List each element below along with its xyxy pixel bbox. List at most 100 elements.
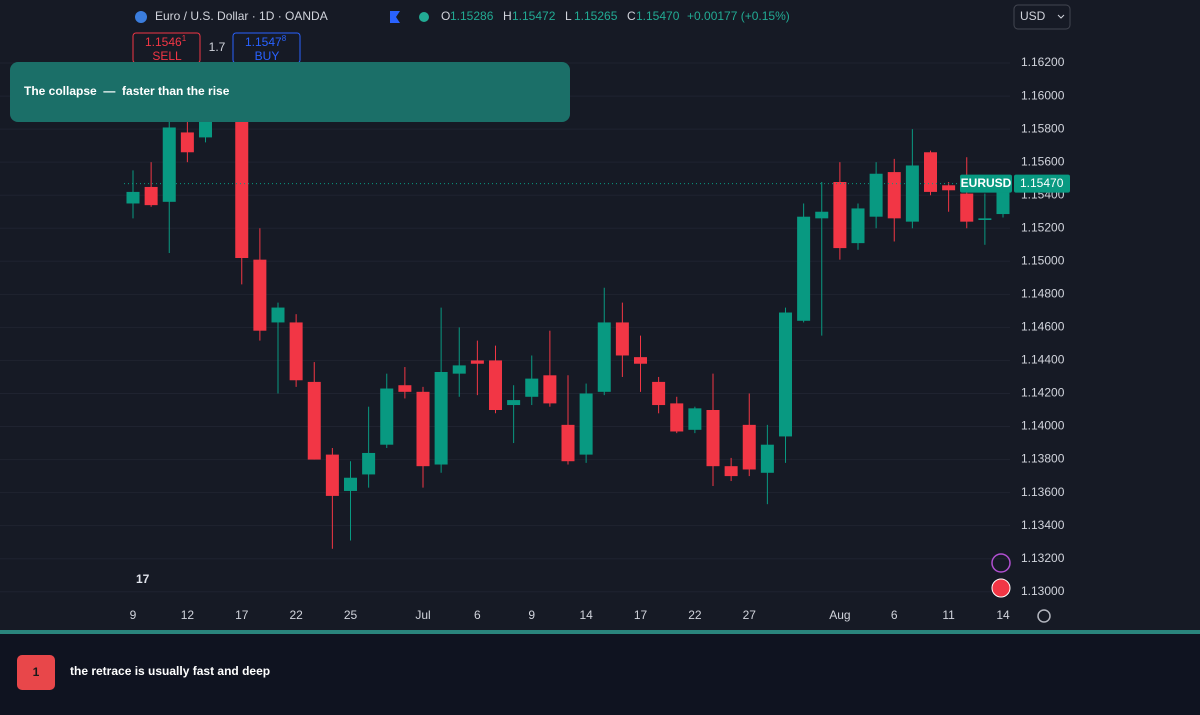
candle-body bbox=[543, 375, 557, 404]
caption-badge bbox=[17, 655, 55, 690]
candle-body bbox=[924, 152, 937, 192]
candle-body bbox=[235, 109, 249, 258]
candle-body bbox=[688, 408, 702, 430]
candle-body bbox=[579, 393, 593, 455]
candle-body bbox=[779, 312, 792, 437]
y-tick-label: 1.13400 bbox=[1021, 518, 1065, 532]
candle-body bbox=[905, 165, 919, 222]
y-tick-label: 1.13200 bbox=[1021, 551, 1065, 565]
price-tag: 1.15470 bbox=[1020, 176, 1064, 190]
y-tick-label: 1.14200 bbox=[1021, 386, 1065, 400]
x-tick-label: 22 bbox=[289, 608, 303, 622]
y-tick-label: 1.15600 bbox=[1021, 154, 1065, 168]
x-tick-label: 9 bbox=[528, 608, 535, 622]
y-tick-label: 1.15800 bbox=[1021, 121, 1065, 135]
candle-body bbox=[307, 381, 321, 460]
symbol-icon bbox=[135, 11, 147, 23]
candle-body bbox=[452, 365, 466, 374]
sell-label: SELL bbox=[152, 49, 182, 63]
x-tick-label: 9 bbox=[130, 608, 137, 622]
x-tick-label: 12 bbox=[181, 608, 195, 622]
candle-body bbox=[271, 307, 285, 323]
candle-body bbox=[344, 477, 357, 491]
banner bbox=[10, 62, 570, 122]
candle-body bbox=[851, 208, 865, 244]
candle-body bbox=[815, 211, 829, 219]
tv-logo: 17 bbox=[136, 572, 150, 586]
grid bbox=[0, 62, 1010, 593]
candle-body bbox=[253, 259, 267, 331]
y-tick-label: 1.16000 bbox=[1021, 88, 1065, 102]
x-tick-label: 22 bbox=[688, 608, 702, 622]
y-tick-label: 1.14400 bbox=[1021, 353, 1065, 367]
candle-body bbox=[960, 193, 974, 222]
footer-line bbox=[0, 630, 1200, 634]
x-tick-label: Jul bbox=[415, 608, 430, 622]
candle-body bbox=[489, 360, 502, 410]
candle-body bbox=[561, 424, 575, 462]
candle-body bbox=[942, 185, 956, 191]
currency: USD bbox=[1020, 9, 1046, 23]
candle-body bbox=[670, 403, 684, 432]
candle-body bbox=[507, 400, 521, 406]
candle-body bbox=[615, 322, 629, 356]
price-tag-symbol: EURUSD bbox=[961, 176, 1012, 190]
y-tick-label: 1.13000 bbox=[1021, 584, 1065, 598]
candle-body bbox=[289, 322, 303, 381]
x-tick-label: 17 bbox=[235, 608, 249, 622]
events-icon[interactable] bbox=[991, 578, 1011, 598]
candle-body bbox=[126, 191, 140, 204]
y-tick-label: 1.16200 bbox=[1021, 55, 1065, 69]
candle-body bbox=[180, 132, 194, 153]
x-tick-label: 25 bbox=[344, 608, 358, 622]
ohlc-value: 1.15470 bbox=[636, 9, 680, 23]
buy-price: 1.15478 bbox=[245, 34, 287, 49]
candle-body bbox=[760, 444, 774, 473]
candle-body bbox=[470, 360, 484, 364]
caption-text: the retrace is usually fast and deep bbox=[70, 664, 270, 678]
candle-body bbox=[887, 172, 901, 219]
buy-label: BUY bbox=[255, 49, 280, 63]
candle-body bbox=[833, 182, 847, 249]
candle-body bbox=[652, 381, 666, 406]
x-tick-label: 6 bbox=[474, 608, 481, 622]
candle-body bbox=[978, 218, 992, 220]
x-tick-label: 27 bbox=[743, 608, 757, 622]
y-tick-label: 1.15200 bbox=[1021, 220, 1065, 234]
status-icon bbox=[419, 12, 429, 22]
ohlc-value: 1.15265 bbox=[574, 9, 618, 23]
y-tick-label: 1.14000 bbox=[1021, 419, 1065, 433]
candle-body bbox=[434, 372, 448, 465]
candle-body bbox=[869, 173, 883, 217]
candle-body bbox=[398, 385, 412, 392]
candle-body bbox=[724, 466, 738, 477]
candle-body bbox=[325, 454, 339, 496]
change: +0.00177 (+0.15%) bbox=[687, 9, 790, 23]
y-tick-label: 1.13600 bbox=[1021, 485, 1065, 499]
x-tick-label: 14 bbox=[579, 608, 593, 622]
currency-select[interactable] bbox=[1013, 4, 1071, 30]
y-tick-label: 1.15000 bbox=[1021, 253, 1065, 267]
flag-icon bbox=[390, 11, 400, 23]
candle-body bbox=[597, 322, 611, 392]
banner-text: The collapse — faster than the rise bbox=[24, 84, 230, 98]
candles bbox=[126, 76, 1010, 549]
x-tick-label: 17 bbox=[634, 608, 648, 622]
y-tick-label: 1.14600 bbox=[1021, 320, 1065, 334]
settings-icon[interactable] bbox=[1037, 609, 1051, 623]
y-tick-label: 1.13800 bbox=[1021, 452, 1065, 466]
footer bbox=[0, 632, 1200, 715]
candle-body bbox=[742, 424, 756, 470]
alert-icon[interactable] bbox=[991, 553, 1011, 573]
symbol: Euro / U.S. Dollar · 1D · OANDA bbox=[155, 9, 328, 23]
x-tick-label: 6 bbox=[891, 608, 898, 622]
candle-body bbox=[706, 410, 720, 467]
y-tick-label: 1.14800 bbox=[1021, 287, 1065, 301]
ohlc-value: 1.15286 bbox=[450, 9, 494, 23]
candle-body bbox=[144, 186, 158, 206]
ohlc: O 1.15286 H 1.15472 L 1.15265 C 1.15470 +0.00177… bbox=[441, 9, 790, 23]
candle-body bbox=[634, 357, 647, 364]
x-tick-label: 11 bbox=[942, 608, 955, 622]
spread: 1.7 bbox=[209, 40, 226, 54]
ohlc-value: 1.15472 bbox=[512, 9, 556, 23]
